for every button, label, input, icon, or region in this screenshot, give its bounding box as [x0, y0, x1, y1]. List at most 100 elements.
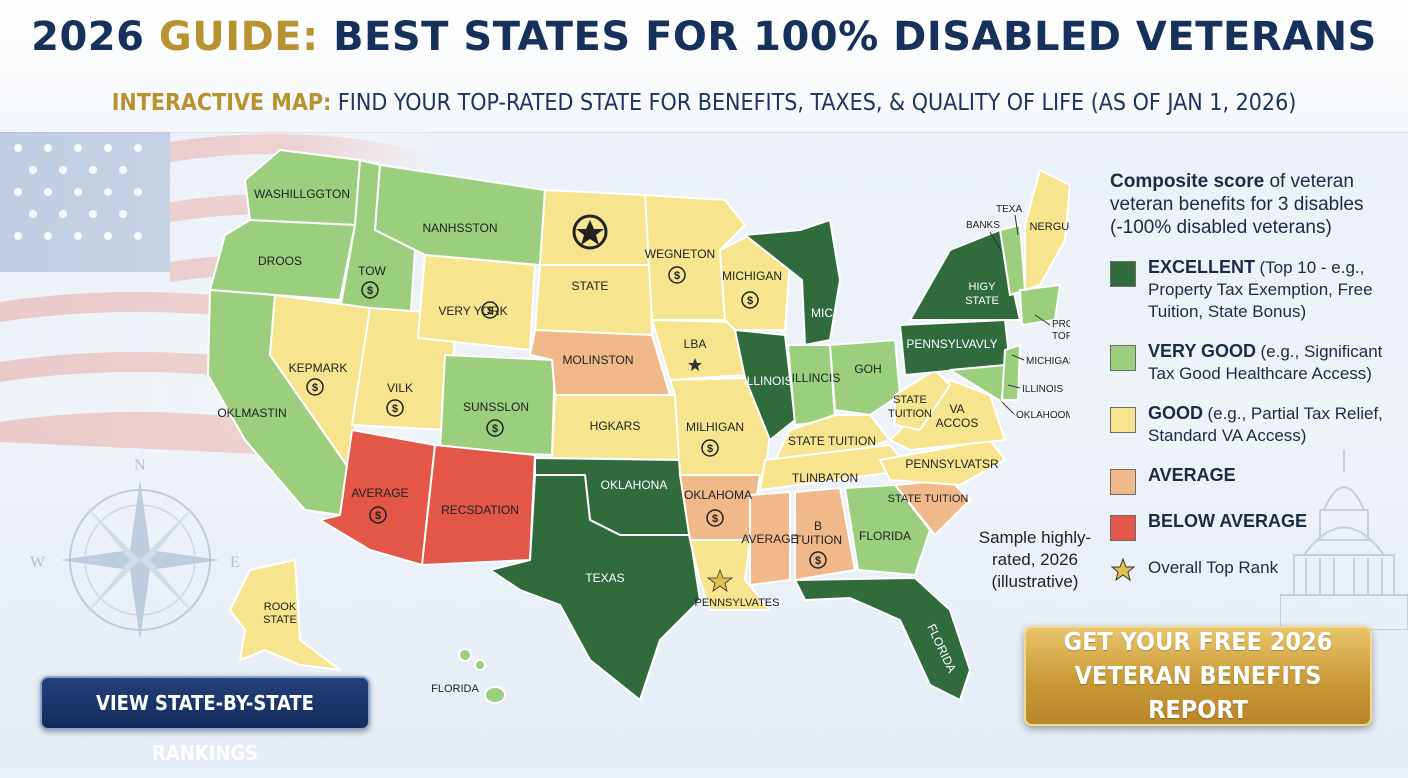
- state-maine[interactable]: [1024, 169, 1070, 291]
- label-alabama-2: TUITION: [794, 533, 842, 547]
- state-georgia[interactable]: [844, 484, 931, 576]
- legend-item-excellent[interactable]: EXCELLENT (Top 10 - e.g., Property Tax E…: [1110, 257, 1400, 323]
- page-subtitle: INTERACTIVE MAP: FIND YOUR TOP-RATED STA…: [0, 90, 1408, 116]
- callout-oklahoom: OKLAHOOM: [1016, 410, 1070, 421]
- label-georgia: FLORIDA: [859, 529, 911, 543]
- page-title: 2026 GUIDE: BEST STATES FOR 100% DISABLE…: [0, 14, 1408, 60]
- callout-property-1: PROPEPT VY: [1052, 319, 1070, 330]
- dollar-icon: [386, 399, 404, 417]
- legend: Composite score of veteran veteran benef…: [1110, 170, 1400, 585]
- label-west-virginia-2: TUITION: [888, 408, 932, 420]
- callout-michigas: MICHIGAS: [1026, 356, 1070, 367]
- view-rankings-button[interactable]: VIEW STATE-BY-STATE RANKINGS: [40, 676, 370, 765]
- dollar-icon: [306, 378, 324, 396]
- dollar-icon: [668, 266, 686, 284]
- label-maine: NERGUS: [1029, 221, 1070, 233]
- state-wyoming[interactable]: [417, 254, 536, 351]
- state-mississippi[interactable]: [749, 491, 791, 586]
- label-virginia-1: VA: [949, 402, 964, 416]
- subtitle-gold: INTERACTIVE MAP:: [111, 90, 332, 116]
- state-south-dakota[interactable]: [534, 264, 653, 336]
- legend-label-excellent: EXCELLENT: [1148, 257, 1256, 277]
- report-line-2: VETERAN BENEFITS REPORT: [1074, 661, 1322, 724]
- title-gold: GUIDE:: [158, 14, 319, 60]
- state-indiana[interactable]: [787, 344, 836, 426]
- legend-swatch-average: [1110, 469, 1136, 495]
- label-new-york-2: STATE: [965, 295, 999, 307]
- callout-banks: BANKS: [966, 220, 1000, 231]
- callout-texa: TEXA: [996, 204, 1022, 215]
- legend-item-good[interactable]: GOOD (e.g., Partial Tax Relief, Standard…: [1110, 403, 1400, 447]
- svg-text:$: $: [375, 510, 381, 522]
- label-kentucky: STATE TUITION: [788, 434, 876, 448]
- dollar-icon: [481, 301, 499, 319]
- label-california: OKLMASTIN: [217, 406, 286, 420]
- state-illinois[interactable]: [734, 329, 796, 441]
- label-tennessee: TLINBATON: [792, 471, 858, 485]
- legend-item-very-good[interactable]: VERY GOOD (e.g., Significant Tax Good He…: [1110, 341, 1400, 385]
- label-west-virginia-1: STATE: [893, 394, 927, 406]
- legend-title-bold: Composite score: [1110, 171, 1265, 192]
- label-oklahoma: OKLAHONA: [601, 478, 668, 492]
- legend-item-average[interactable]: AVERAGE: [1110, 465, 1400, 495]
- legend-title-rest: of veteran veteran benefits for 3 disabl…: [1110, 171, 1364, 238]
- state-west-virginia[interactable]: [894, 369, 951, 431]
- label-michigan: MIC: [811, 306, 833, 320]
- label-wyoming: VERY YORK: [438, 304, 507, 318]
- report-line-1: GET YOUR FREE 2026: [1063, 627, 1333, 656]
- dollar-icon: [809, 551, 827, 569]
- label-wisconsin: MICHIGAN: [722, 269, 782, 283]
- svg-text:$: $: [392, 403, 398, 415]
- label-virginia-2: ACCOS: [936, 416, 979, 430]
- label-washington: WASHILLGGTON: [254, 187, 350, 201]
- title-lead: 2026: [31, 14, 145, 60]
- star-icon: [1110, 557, 1136, 582]
- label-utah: VILK: [387, 381, 413, 395]
- legend-label-good: GOOD: [1148, 403, 1204, 423]
- svg-text:$: $: [747, 295, 753, 307]
- compass-w: W: [30, 554, 46, 571]
- svg-text:$: $: [492, 423, 498, 435]
- title-rest: BEST STATES FOR 100% DISABLED VETERANS: [333, 14, 1377, 60]
- compass-n: N: [134, 457, 146, 474]
- state-hawaii-3[interactable]: [484, 686, 506, 704]
- state-new-jersey[interactable]: [1001, 344, 1021, 401]
- legend-item-below-average[interactable]: BELOW AVERAGE: [1110, 511, 1400, 541]
- state-arkansas[interactable]: [679, 474, 761, 541]
- label-idaho: TOW: [358, 264, 386, 278]
- state-michigan[interactable]: [744, 219, 841, 346]
- get-report-button[interactable]: GET YOUR FREE 2026 VETERAN BENEFITS REPO…: [1024, 626, 1372, 726]
- legend-title: Composite score of veteran veteran benef…: [1110, 170, 1400, 239]
- label-south-dakota: STATE: [572, 279, 609, 293]
- label-colorado: SUNSSLON: [463, 400, 529, 414]
- label-arizona: AVERAGE: [351, 486, 408, 500]
- subtitle-rest: FIND YOUR TOP-RATED STATE FOR BENEFITS, …: [337, 90, 1297, 116]
- state-alaska[interactable]: [229, 559, 341, 671]
- legend-label-below-average: BELOW AVERAGE: [1148, 511, 1308, 531]
- legend-label-average: AVERAGE: [1148, 465, 1236, 485]
- label-minnesota: WEGNETON: [645, 247, 715, 261]
- sample-note: Sample highly-rated, 2026 (illustrative): [978, 528, 1092, 591]
- legend-swatch-good: [1110, 407, 1136, 433]
- dollar-icon: [701, 439, 719, 457]
- state-texas[interactable]: [489, 474, 701, 701]
- star-icon: [688, 358, 702, 371]
- label-new-york-1: HIGY: [969, 281, 997, 293]
- label-illinois: ILLINOIS: [743, 374, 792, 388]
- svg-text:$: $: [712, 513, 718, 525]
- state-new-england-south[interactable]: [1019, 284, 1061, 326]
- state-hawaii-2[interactable]: [474, 659, 486, 671]
- dollar-icon: [369, 506, 387, 524]
- callout-illinois: ILLINOIS: [1022, 384, 1063, 395]
- legend-desc-excellent: (Top 10 - e.g., Property Tax Exemption, …: [1148, 258, 1373, 321]
- dollar-icon: [486, 419, 504, 437]
- capitol-icon: [1280, 450, 1408, 630]
- state-hawaii-1[interactable]: [458, 648, 472, 662]
- state-ohio[interactable]: [829, 339, 901, 416]
- state-florida[interactable]: [794, 577, 971, 701]
- state-north-dakota[interactable]: [539, 189, 651, 266]
- legend-swatch-below-average: [1110, 515, 1136, 541]
- svg-text:$: $: [707, 443, 713, 455]
- legend-desc-good: (e.g., Partial Tax Relief, Standard VA A…: [1148, 404, 1383, 445]
- svg-text:$: $: [312, 382, 318, 394]
